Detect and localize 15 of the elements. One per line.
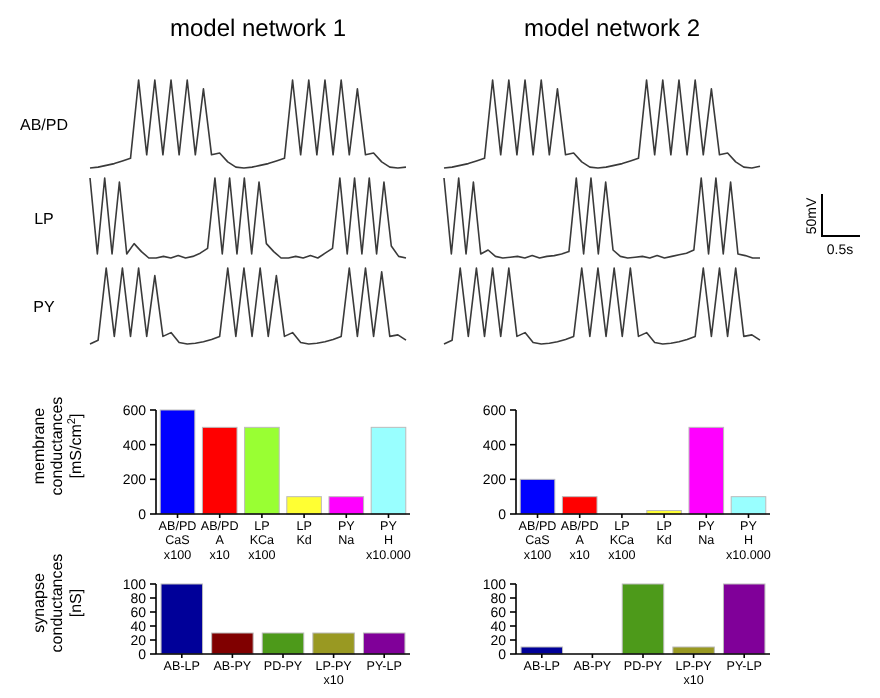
bar (370, 426, 407, 515)
y-axis-title: synapse conductances [nS] (30, 553, 85, 653)
bar (561, 496, 598, 515)
bar (730, 496, 767, 515)
bar (328, 496, 365, 515)
bar (244, 426, 280, 515)
bar (519, 478, 556, 515)
y-axis-title: PY (33, 298, 56, 316)
y-axis-title: LP (34, 210, 54, 228)
chart-title: model network 2 (523, 14, 701, 42)
bar (688, 426, 725, 515)
bar (201, 426, 238, 515)
bar (286, 496, 322, 515)
chart-title: model network 1 (169, 14, 347, 42)
y-axis-title: AB/PD (19, 116, 69, 134)
